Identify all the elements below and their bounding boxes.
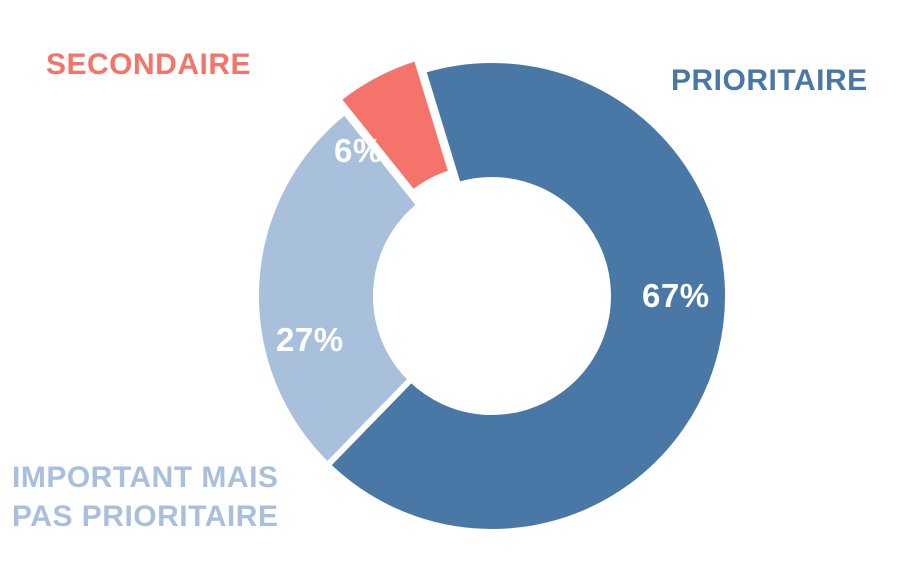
label-secondaire: SECONDAIRE [46, 48, 252, 81]
label-important-mais-pas-prioritaire: IMPORTANT MAIS PAS PRIORITAIRE [12, 461, 279, 533]
slice-important-mais-pas-prioritaire [253, 108, 423, 469]
slice-secondaire [335, 54, 455, 196]
datalabel-secondaire: 6% [334, 132, 383, 169]
datalabel-prioritaire: 67% [642, 277, 710, 314]
slice-prioritaire [324, 57, 731, 535]
label-prioritaire: PRIORITAIRE [671, 64, 868, 97]
datalabel-important: 27% [276, 321, 344, 358]
